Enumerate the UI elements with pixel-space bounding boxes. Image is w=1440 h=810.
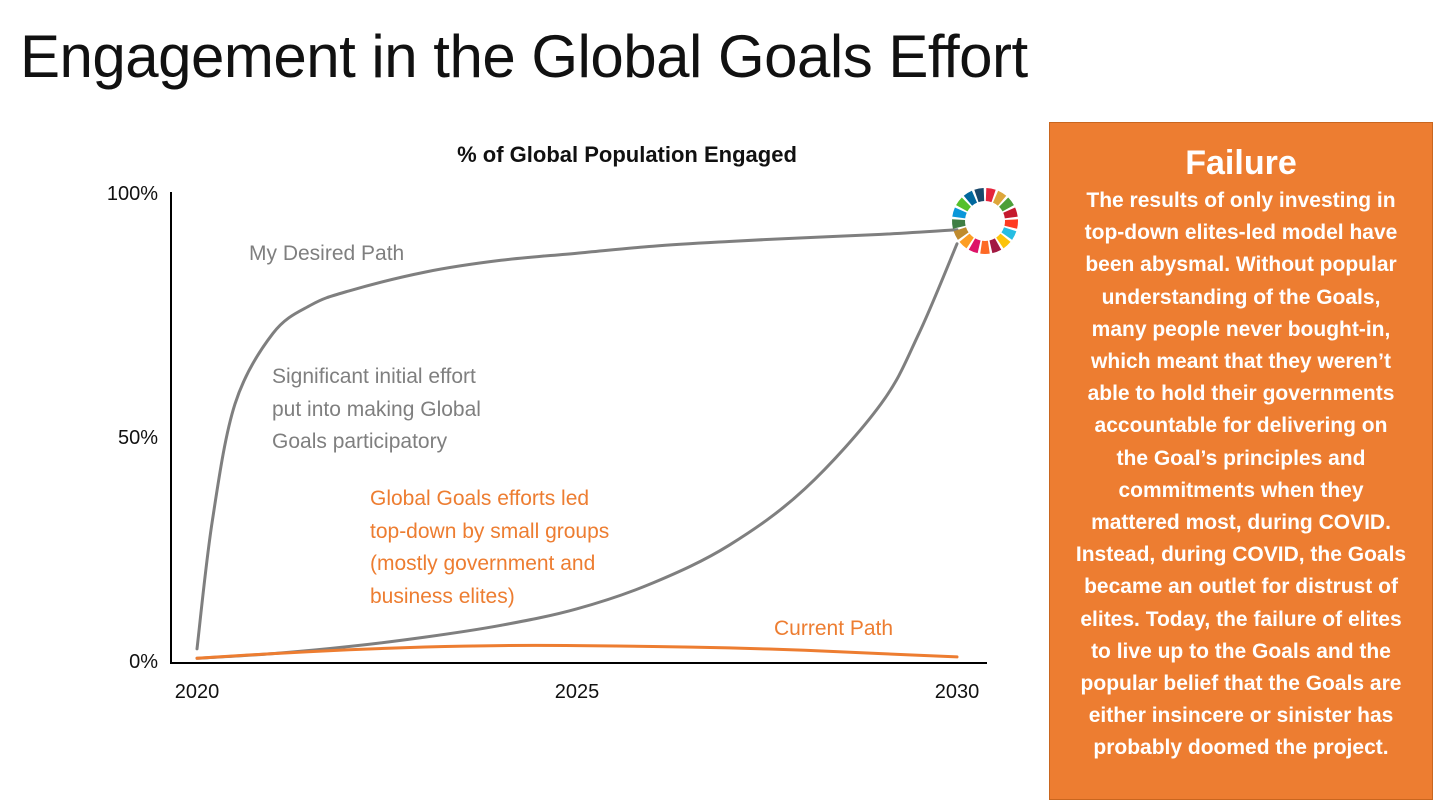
- failure-line: many people never bought-in,: [1091, 317, 1391, 341]
- failure-line: Instead, during COVID, the Goals: [1075, 543, 1407, 567]
- sdg-wheel-segment: [959, 233, 974, 249]
- sdg-wheel-segment: [992, 190, 1007, 206]
- sdg-wheel-segment: [1001, 227, 1017, 240]
- sdg-wheel-segment: [952, 219, 966, 229]
- sdg-wheel-segment: [1004, 219, 1018, 229]
- failure-heading: Failure: [1185, 144, 1297, 182]
- sdg-wheel-segment: [953, 227, 969, 240]
- chart-title: % of Global Population Engaged: [457, 142, 797, 167]
- slide-title: Engagement in the Global Goals Effort: [20, 23, 1028, 90]
- annotation-current-path: Current Path: [774, 617, 893, 640]
- failure-line: became an outlet for distrust of: [1084, 575, 1398, 599]
- failure-line: probably doomed the project.: [1093, 736, 1389, 760]
- failure-line: popular belief that the Goals are: [1080, 672, 1402, 696]
- failure-line: understanding of the Goals,: [1101, 285, 1381, 309]
- series-desired-path: [195, 228, 959, 651]
- x-tick-2025: 2025: [555, 681, 600, 703]
- sdg-wheel-segment: [974, 188, 985, 203]
- failure-line: top-down elites-led model have: [1084, 221, 1398, 245]
- annotation-desired-path: My Desired Path: [249, 242, 404, 265]
- annotation-topdown-line: (mostly government and: [370, 552, 595, 575]
- annotation-significant-line: Goals participatory: [272, 430, 448, 453]
- annotation-topdown-line: top-down by small groups: [370, 520, 609, 543]
- annotation-significant-line: Significant initial effort: [272, 365, 476, 388]
- failure-line: to live up to the Goals and the: [1091, 639, 1391, 663]
- sdg-wheel-center: [966, 202, 1004, 240]
- series-topdown-path: [195, 242, 959, 660]
- sdg-wheel-segment: [999, 197, 1014, 212]
- sdg-wheel-segment: [996, 233, 1011, 249]
- annotation-topdown-line: business elites): [370, 585, 515, 608]
- series-current-path: [195, 643, 959, 660]
- sdg-wheel-icon: [952, 188, 1018, 254]
- x-tick-2020: 2020: [175, 681, 220, 703]
- sdg-wheel-segment: [980, 240, 990, 254]
- failure-line: which meant that they weren’t: [1091, 350, 1391, 374]
- annotation-topdown-efforts: Global Goals efforts led top-down by sma…: [370, 487, 615, 608]
- annotation-significant-line: put into making Global: [272, 398, 481, 421]
- y-tick-50: 50%: [118, 427, 158, 449]
- sdg-wheel-segment: [989, 238, 1002, 254]
- y-tick-0: 0%: [129, 651, 158, 673]
- sdg-wheel-segment: [952, 207, 967, 219]
- annotation-topdown-line: Global Goals efforts led: [370, 487, 589, 510]
- sdg-wheel-segment: [963, 190, 978, 206]
- failure-line: accountable for delivering on: [1094, 414, 1388, 438]
- engagement-chart: % of Global Population Engaged 100% 50% …: [107, 142, 1018, 703]
- sdg-wheel-segment: [985, 188, 996, 203]
- sdg-wheel-segment: [1003, 207, 1018, 219]
- y-tick-100: 100%: [107, 183, 158, 205]
- failure-line: elites. Today, the failure of elites: [1080, 607, 1402, 631]
- sdg-wheel-segment: [968, 238, 981, 254]
- sdg-wheel-segment: [956, 197, 971, 212]
- failure-line: either insincere or sinister has: [1088, 704, 1394, 728]
- failure-line: been abysmal. Without popular: [1085, 253, 1397, 277]
- failure-line: commitments when they: [1118, 478, 1364, 502]
- failure-line: the Goal’s principles and: [1116, 446, 1366, 470]
- annotation-significant-effort: Significant initial effort put into maki…: [272, 365, 487, 453]
- failure-body: The results of only investing in top-dow…: [1062, 185, 1420, 765]
- failure-line: The results of only investing in: [1086, 189, 1396, 212]
- failure-line: mattered most, during COVID.: [1091, 511, 1391, 535]
- failure-line: able to hold their governments: [1087, 382, 1395, 406]
- x-tick-2030: 2030: [935, 681, 980, 703]
- failure-callout: Failure The results of only investing in…: [1049, 122, 1433, 800]
